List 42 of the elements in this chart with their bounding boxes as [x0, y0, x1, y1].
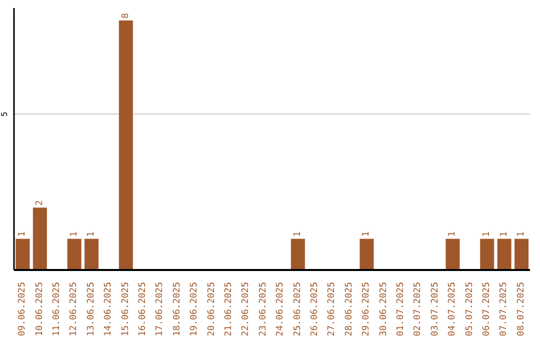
x-tick-label: 03.07.2025: [430, 282, 440, 336]
x-tick-label: 23.06.2025: [258, 282, 268, 336]
x-tick-label: 25.06.2025: [292, 282, 303, 336]
x-tick-label: 11.06.2025: [52, 282, 62, 336]
data-label: 1: [69, 231, 80, 237]
x-tick-label: 10.06.2025: [34, 282, 45, 336]
data-label: 8: [120, 13, 131, 18]
x-tick-label: 29.06.2025: [362, 282, 372, 336]
x-tick-label: 16.06.2025: [138, 282, 148, 336]
x-tick-label: 19.06.2025: [190, 282, 200, 336]
x-tick-label: 04.07.2025: [448, 282, 458, 336]
x-tick-label: 13.06.2025: [86, 282, 96, 336]
x-tick-label: 27.06.2025: [327, 282, 338, 336]
x-tick-label: 24.06.2025: [276, 282, 286, 336]
x-tick-label: 14.06.2025: [104, 282, 114, 336]
x-tick-label: 09.06.2025: [18, 282, 28, 336]
data-label: 1: [516, 231, 527, 237]
data-label: 1: [448, 231, 458, 237]
data-label: 1: [292, 231, 303, 237]
data-label: 1: [362, 231, 372, 237]
x-tick-label: 02.07.2025: [413, 282, 424, 336]
x-tick-label: 28.06.2025: [344, 282, 354, 336]
x-tick-label: 17.06.2025: [155, 282, 166, 336]
data-label: 1: [86, 231, 97, 237]
x-tick-label: 20.06.2025: [206, 282, 217, 336]
x-tick-label: 12.06.2025: [69, 282, 80, 336]
x-tick-label: 15.06.2025: [120, 282, 131, 336]
data-label: 2: [34, 200, 45, 206]
data-label: 1: [482, 231, 492, 237]
x-tick-label: 30.06.2025: [378, 282, 389, 336]
x-tick-label: 08.07.2025: [516, 282, 526, 336]
x-tick-label: 26.06.2025: [310, 282, 320, 336]
x-tick-label: 18.06.2025: [172, 282, 182, 336]
x-tick-label: 21.06.2025: [224, 282, 234, 336]
data-label: 1: [499, 231, 510, 237]
x-tick-label: 07.07.2025: [499, 282, 510, 336]
x-tick-label: 05.07.2025: [464, 282, 475, 336]
x-tick-label: 01.07.2025: [396, 282, 406, 336]
data-label: 1: [18, 231, 28, 237]
x-tick-label: 06.07.2025: [482, 282, 492, 336]
y-tick-label: 5: [0, 111, 9, 116]
x-tick-label: 22.06.2025: [241, 282, 252, 336]
